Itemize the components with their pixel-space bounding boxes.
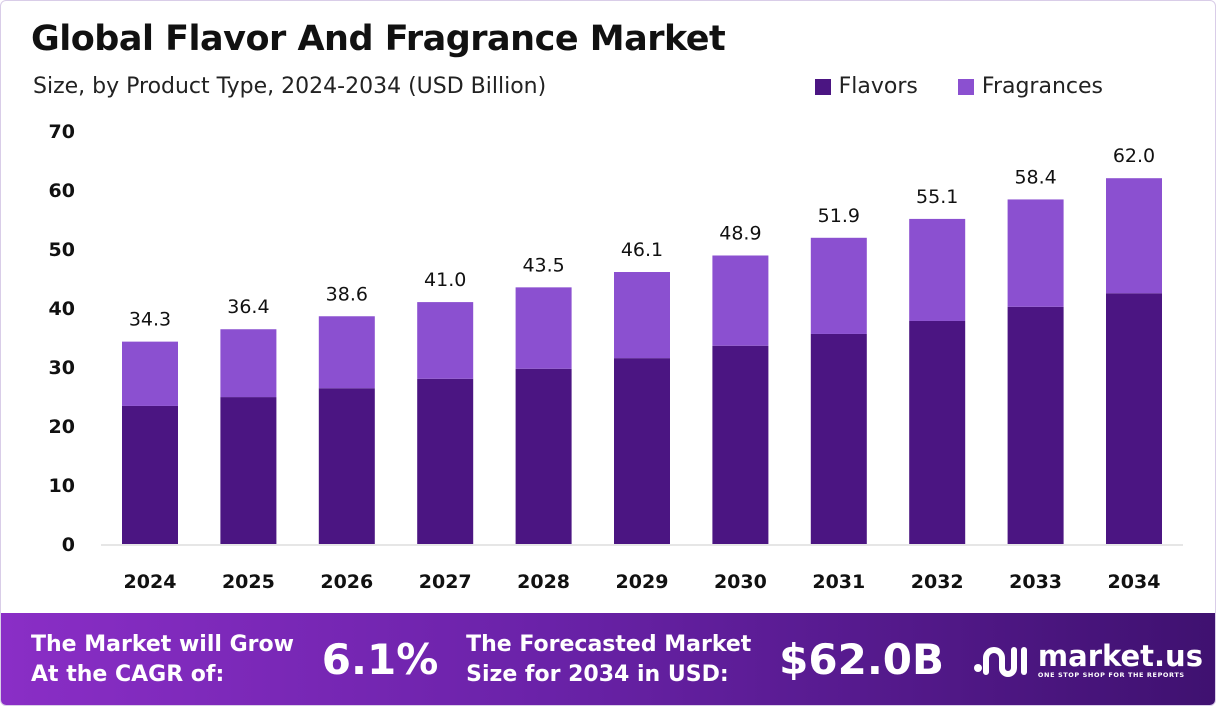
data-label-total: 55.1	[916, 186, 958, 208]
data-label-total: 58.4	[1014, 166, 1056, 188]
legend-swatch-flavors	[814, 79, 831, 95]
cagr-label-line2: At the CAGR of:	[31, 662, 225, 687]
cagr-value: 6.1%	[321, 635, 439, 684]
legend-label: Fragrances	[981, 74, 1103, 99]
x-tick-label: 2027	[419, 571, 472, 593]
data-label-total: 46.1	[621, 239, 663, 261]
data-label-total: 43.5	[522, 254, 564, 276]
y-tick-label: 50	[49, 239, 75, 261]
bar-chart: 01020304050607034.3202436.4202538.620264…	[49, 121, 1183, 593]
bar-flavors-2034	[1106, 293, 1162, 544]
data-label-total: 48.9	[719, 222, 761, 244]
chart-title: Global Flavor And Fragrance Market	[31, 19, 726, 59]
data-label-total: 62.0	[1113, 145, 1155, 167]
forecast-label-line1: The Forecasted Market	[466, 632, 752, 657]
logo-icon	[973, 647, 1027, 677]
x-tick-label: 2029	[616, 571, 669, 593]
cagr-label: The Market will Grow At the CAGR of:	[31, 630, 294, 690]
market-us-logo: market.us ONE STOP SHOP FOR THE REPORTS	[972, 640, 1203, 680]
x-tick-label: 2030	[714, 571, 767, 593]
y-tick-label: 40	[49, 298, 75, 320]
bar-fragrances-2031	[810, 237, 867, 334]
data-label-total: 36.4	[227, 296, 269, 318]
legend-swatch-fragrances	[957, 79, 974, 95]
x-tick-label: 2025	[222, 571, 275, 593]
forecast-label-line2: Size for 2034 in USD:	[466, 662, 729, 687]
forecast-value: $62.0B	[779, 635, 945, 684]
bar-flavors-2033	[1007, 306, 1064, 544]
data-label-total: 51.9	[818, 205, 860, 227]
y-tick-label: 10	[49, 475, 75, 497]
bar-fragrances-2026	[318, 316, 375, 389]
bar-fragrances-2025	[220, 329, 277, 398]
summary-banner: The Market will Grow At the CAGR of: 6.1…	[1, 613, 1215, 705]
bar-flavors-2024	[122, 405, 178, 544]
bar-flavors-2030	[712, 345, 769, 544]
y-tick-label: 20	[49, 416, 75, 438]
bar-fragrances-2032	[909, 218, 966, 321]
bar-flavors-2029	[614, 358, 670, 544]
legend-label: Flavors	[838, 74, 918, 99]
bar-fragrances-2024	[122, 341, 178, 406]
chart-subtitle: Size, by Product Type, 2024-2034 (USD Bi…	[33, 74, 547, 99]
logo-name: market.us	[1037, 638, 1203, 673]
bar-fragrances-2034	[1106, 178, 1162, 294]
logo-tagline: ONE STOP SHOP FOR THE REPORTS	[1037, 670, 1185, 679]
legend-item-fragrances: Fragrances	[957, 73, 1103, 101]
bar-fragrances-2027	[417, 302, 474, 379]
bar-fragrances-2030	[712, 255, 769, 346]
bar-flavors-2032	[909, 320, 966, 544]
y-tick-label: 30	[49, 357, 75, 379]
cagr-label-line1: The Market will Grow	[31, 632, 294, 657]
y-tick-label: 60	[49, 180, 75, 202]
x-tick-label: 2031	[812, 571, 865, 593]
legend-item-flavors: Flavors	[814, 73, 918, 101]
bar-fragrances-2029	[614, 272, 670, 359]
bar-flavors-2025	[220, 397, 277, 544]
bar-flavors-2027	[417, 378, 474, 544]
data-label-total: 38.6	[326, 283, 368, 305]
bar-flavors-2031	[810, 333, 867, 544]
data-label-total: 34.3	[129, 309, 171, 331]
bar-fragrances-2033	[1007, 199, 1064, 307]
x-tick-label: 2033	[1009, 571, 1062, 593]
bar-flavors-2026	[318, 388, 375, 544]
x-tick-label: 2028	[517, 571, 570, 593]
bar-fragrances-2028	[515, 287, 572, 369]
y-tick-label: 0	[62, 534, 75, 556]
x-tick-label: 2026	[320, 571, 373, 593]
y-tick-label: 70	[49, 121, 75, 143]
x-tick-label: 2024	[124, 571, 177, 593]
logo-wordmark: market.us ONE STOP SHOP FOR THE REPORTS	[1038, 641, 1203, 680]
x-tick-label: 2032	[911, 571, 964, 593]
legend: Flavors Fragrances	[814, 73, 1103, 101]
forecast-label: The Forecasted Market Size for 2034 in U…	[466, 630, 751, 690]
bar-flavors-2028	[515, 368, 572, 544]
x-tick-label: 2034	[1108, 571, 1161, 593]
data-label-total: 41.0	[424, 269, 466, 291]
